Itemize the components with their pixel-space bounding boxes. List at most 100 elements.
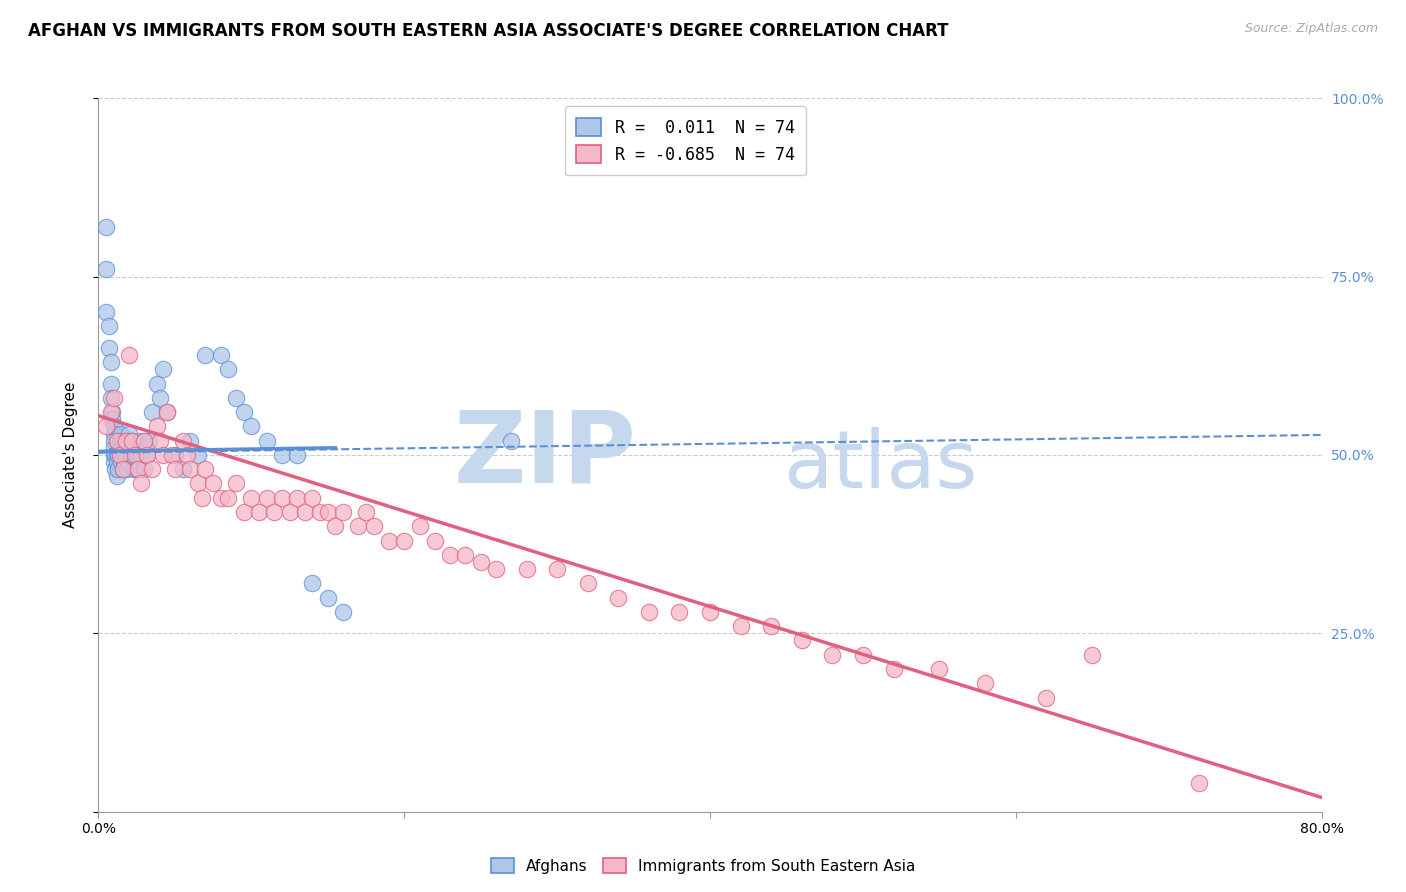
Text: ZIP: ZIP xyxy=(454,407,637,503)
Point xyxy=(105,455,128,469)
Point xyxy=(202,476,225,491)
Point xyxy=(111,462,134,476)
Point xyxy=(240,419,263,434)
Point xyxy=(104,462,127,476)
Point xyxy=(134,462,156,476)
Point xyxy=(124,448,146,462)
Point xyxy=(125,462,148,476)
Text: atlas: atlas xyxy=(783,426,977,505)
Point xyxy=(759,619,782,633)
Point xyxy=(408,519,430,533)
Point xyxy=(110,455,132,469)
Point xyxy=(1081,648,1104,662)
Point xyxy=(285,448,308,462)
Point xyxy=(485,562,508,576)
Point xyxy=(101,405,124,419)
Point xyxy=(470,555,492,569)
Point xyxy=(94,262,117,277)
Point xyxy=(1035,690,1057,705)
Point xyxy=(111,462,134,476)
Point xyxy=(100,376,122,391)
Point xyxy=(129,476,152,491)
Point xyxy=(98,319,121,334)
Point xyxy=(118,441,141,455)
Point xyxy=(316,505,339,519)
Point xyxy=(194,348,217,362)
Point xyxy=(121,434,143,448)
Point xyxy=(107,462,129,476)
Point xyxy=(118,426,141,441)
Point xyxy=(103,441,125,455)
Point xyxy=(256,491,278,505)
Point xyxy=(103,434,125,448)
Point xyxy=(294,505,316,519)
Point xyxy=(160,448,183,462)
Point xyxy=(179,462,201,476)
Point xyxy=(127,462,149,476)
Legend: R =  0.011  N = 74, R = -0.685  N = 74: R = 0.011 N = 74, R = -0.685 N = 74 xyxy=(565,106,807,176)
Point xyxy=(378,533,401,548)
Point xyxy=(94,419,117,434)
Point xyxy=(94,219,117,234)
Point xyxy=(156,405,179,419)
Point xyxy=(108,448,131,462)
Point xyxy=(141,462,163,476)
Point xyxy=(301,576,323,591)
Point xyxy=(883,662,905,676)
Point xyxy=(217,362,239,376)
Point xyxy=(103,448,125,462)
Point xyxy=(576,576,599,591)
Point xyxy=(104,448,127,462)
Point xyxy=(187,448,209,462)
Point xyxy=(156,405,179,419)
Point xyxy=(110,441,132,455)
Point xyxy=(454,548,477,562)
Point xyxy=(108,434,131,448)
Point xyxy=(121,448,143,462)
Point xyxy=(134,434,156,448)
Point xyxy=(699,605,721,619)
Point xyxy=(118,348,141,362)
Point xyxy=(128,434,150,448)
Point xyxy=(232,405,254,419)
Point xyxy=(120,448,142,462)
Point xyxy=(125,448,148,462)
Point xyxy=(94,305,117,319)
Point xyxy=(152,448,174,462)
Point xyxy=(546,562,568,576)
Point xyxy=(103,391,125,405)
Point xyxy=(136,448,159,462)
Point xyxy=(134,434,156,448)
Point xyxy=(112,455,135,469)
Point xyxy=(974,676,997,690)
Point xyxy=(332,605,354,619)
Legend: Afghans, Immigrants from South Eastern Asia: Afghans, Immigrants from South Eastern A… xyxy=(485,852,921,880)
Point xyxy=(129,448,152,462)
Point xyxy=(103,455,125,469)
Point xyxy=(117,462,139,476)
Point xyxy=(163,462,186,476)
Text: Source: ZipAtlas.com: Source: ZipAtlas.com xyxy=(1244,22,1378,36)
Point xyxy=(270,448,292,462)
Point xyxy=(209,348,232,362)
Point xyxy=(247,505,270,519)
Point xyxy=(225,476,247,491)
Point xyxy=(100,355,122,369)
Point xyxy=(149,434,172,448)
Point xyxy=(107,448,129,462)
Point xyxy=(179,434,201,448)
Point xyxy=(107,434,129,448)
Point xyxy=(98,341,121,355)
Point xyxy=(138,434,160,448)
Point xyxy=(325,519,347,533)
Point xyxy=(191,491,214,505)
Point xyxy=(111,434,134,448)
Point xyxy=(127,448,149,462)
Point xyxy=(332,505,354,519)
Point xyxy=(256,434,278,448)
Point xyxy=(392,533,416,548)
Point xyxy=(821,648,844,662)
Point xyxy=(363,519,385,533)
Point xyxy=(316,591,339,605)
Point xyxy=(516,562,538,576)
